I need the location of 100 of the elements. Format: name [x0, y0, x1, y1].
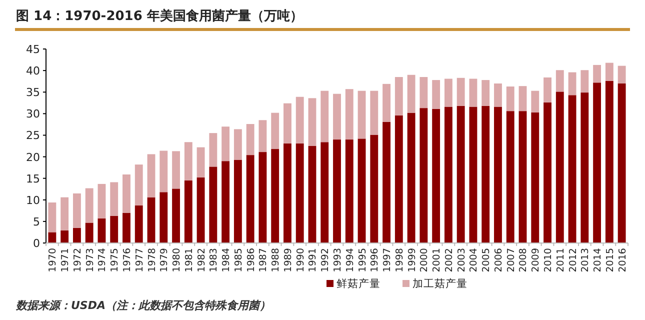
bar [296, 96, 304, 144]
x-tick-label: 1991 [308, 248, 319, 272]
bar [246, 155, 254, 243]
x-tick-label: 2005 [481, 248, 492, 272]
bar [568, 72, 576, 96]
bar [209, 133, 218, 167]
x-tick-label: 1970 [48, 248, 59, 272]
bar [580, 70, 589, 93]
bar [271, 112, 280, 150]
x-tick-label: 1987 [258, 248, 270, 272]
y-tick-label: 45 [26, 43, 40, 56]
bar [160, 192, 168, 243]
x-tick-label: 1988 [270, 248, 282, 272]
x-tick-label: 2010 [543, 248, 554, 272]
bar [494, 83, 502, 107]
x-tick-label: 1998 [394, 248, 406, 272]
bar [258, 120, 267, 152]
bar [432, 80, 440, 109]
bar [271, 149, 280, 243]
bar [184, 142, 192, 180]
bar [345, 140, 354, 243]
bar [556, 92, 564, 243]
y-tick-label: 15 [26, 172, 40, 186]
bar [593, 64, 602, 83]
bar [531, 90, 540, 112]
bar [518, 86, 527, 112]
x-tick-label: 1983 [208, 248, 220, 272]
bar [432, 108, 440, 243]
bar [196, 147, 205, 178]
x-tick-label: 2014 [592, 248, 604, 272]
bar [234, 129, 242, 160]
bar [172, 151, 180, 189]
bar [544, 102, 552, 243]
x-tick-label: 2004 [468, 248, 480, 272]
bar [358, 138, 366, 243]
bar [60, 230, 69, 243]
bar [394, 77, 403, 116]
source-note: 数据来源：USDA（注：此数据不包含特殊食用菌） [15, 299, 270, 312]
bar [407, 112, 416, 243]
bar [382, 122, 390, 243]
bar [618, 66, 626, 84]
x-tick-label: 1990 [295, 248, 306, 272]
bar [456, 78, 465, 106]
bar [469, 106, 478, 243]
y-tick-label: 35 [26, 86, 40, 100]
bar [134, 205, 143, 243]
bar [284, 103, 292, 144]
bar [420, 108, 428, 243]
bar [394, 115, 403, 243]
bar [494, 106, 502, 243]
x-tick-label: 2009 [530, 248, 542, 272]
bar [618, 83, 626, 243]
bar [122, 212, 130, 243]
bar [593, 82, 602, 243]
bar [284, 143, 292, 243]
bar [134, 164, 143, 206]
bar [320, 142, 329, 243]
bar [72, 228, 81, 243]
bar [407, 74, 416, 113]
bar [382, 84, 390, 122]
bar [444, 106, 452, 243]
bar [308, 98, 316, 146]
bar [234, 160, 242, 243]
x-tick-label: 2013 [580, 248, 592, 272]
bar [222, 126, 230, 162]
x-tick-label: 1977 [134, 248, 146, 272]
bar [296, 143, 304, 243]
chart-title: 图 14：1970-2016 年美国食用菌产量（万吨） [16, 8, 303, 24]
bar [370, 90, 378, 135]
bar [469, 78, 478, 107]
legend-label: 鲜菇产量 [336, 277, 380, 290]
x-tick-label: 2001 [432, 248, 443, 272]
x-tick-label: 1985 [233, 248, 244, 272]
x-tick-label: 1994 [344, 248, 356, 272]
x-tick-label: 1978 [146, 248, 158, 272]
x-tick-label: 1974 [97, 248, 108, 272]
x-tick-label: 2000 [419, 248, 430, 272]
x-tick-label: 2008 [518, 248, 530, 272]
bar [345, 89, 354, 140]
y-tick-label: 25 [26, 129, 40, 142]
x-tick-label: 1984 [221, 248, 232, 272]
x-tick-label: 1973 [84, 248, 96, 272]
bar [110, 182, 118, 216]
x-tick-label: 1979 [159, 248, 170, 272]
x-tick-label: 2007 [506, 248, 517, 272]
y-tick-label: 30 [26, 108, 40, 121]
x-tick-label: 1981 [184, 248, 195, 272]
bar [209, 166, 218, 243]
x-tick-label: 1993 [332, 248, 344, 272]
x-tick-label: 1976 [122, 248, 133, 272]
bar [147, 197, 156, 243]
bar [358, 90, 366, 139]
bar [196, 177, 205, 243]
bar [506, 111, 514, 243]
bar [85, 188, 94, 223]
y-tick-label: 0 [33, 237, 40, 250]
bar [48, 232, 56, 243]
x-tick-label: 1986 [246, 248, 257, 272]
bar [110, 216, 118, 243]
bar [370, 134, 378, 243]
